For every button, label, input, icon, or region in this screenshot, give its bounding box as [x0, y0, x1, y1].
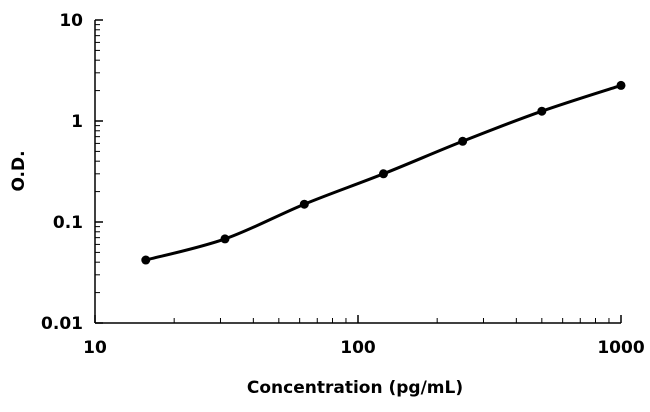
x-axis-title: Concentration (pg/mL) — [247, 378, 463, 398]
major-ticks — [94, 19, 622, 324]
data-point — [299, 199, 309, 209]
x-tick-label: 10 — [83, 338, 107, 358]
data-point — [220, 234, 230, 244]
y-tick-label: 10 — [59, 11, 83, 31]
y-tick-label: 1 — [71, 112, 83, 132]
minor-ticks — [95, 24, 610, 323]
data-point — [378, 169, 388, 179]
data-point — [537, 106, 547, 116]
y-tick-label: 0.01 — [41, 314, 83, 334]
data-point — [616, 80, 626, 90]
x-tick-label: 100 — [340, 338, 376, 358]
data-points — [141, 80, 626, 265]
axes — [94, 20, 621, 324]
y-tick-label: 0.1 — [53, 213, 83, 233]
data-point — [141, 255, 151, 265]
data-point — [458, 136, 468, 146]
x-tick-label: 1000 — [597, 338, 644, 358]
tick-labels: 0.01 0.1 1 10 10 100 1000 — [41, 11, 645, 358]
y-axis-title: O.D. — [9, 150, 29, 191]
